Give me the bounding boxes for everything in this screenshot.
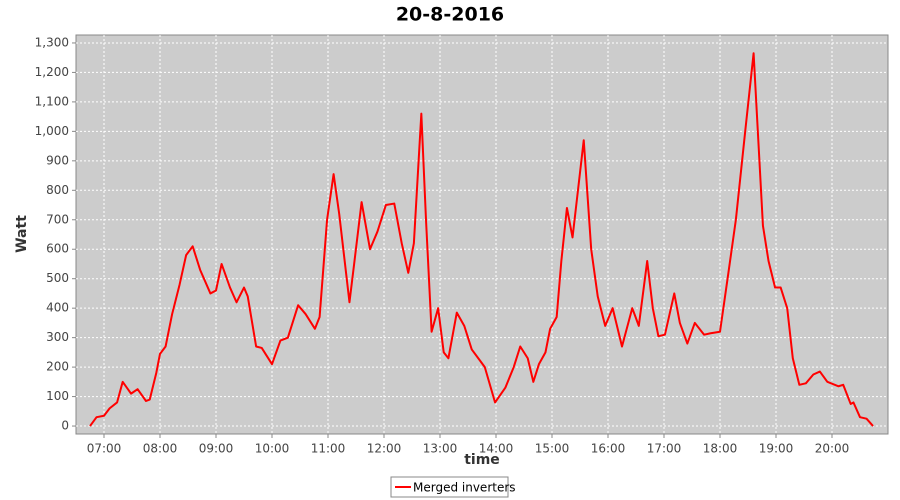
x-tick-label: 15:00 [535, 442, 570, 456]
y-tick-label: 200 [46, 360, 69, 374]
x-tick-label: 10:00 [255, 442, 290, 456]
y-axis-label: Watt [14, 215, 30, 253]
x-tick-label: 17:00 [647, 442, 682, 456]
x-tick-label: 12:00 [367, 442, 402, 456]
y-tick-label: 1,300 [35, 35, 69, 49]
x-tick-label: 11:00 [311, 442, 346, 456]
y-tick-label: 1,100 [35, 94, 69, 108]
y-tick-label: 1,200 [35, 65, 69, 79]
x-axis-label: time [464, 452, 500, 468]
plot-area [75, 34, 889, 435]
x-tick-label: 16:00 [591, 442, 626, 456]
y-tick-label: 100 [46, 389, 69, 403]
x-tick-label: 07:00 [87, 442, 122, 456]
y-tick-label: 900 [46, 153, 69, 167]
y-tick-label: 800 [46, 183, 69, 197]
y-tick-label: 600 [46, 242, 69, 256]
y-tick-label: 0 [61, 419, 69, 433]
chart-title: 20-8-2016 [396, 4, 504, 26]
y-tick-label: 500 [46, 271, 69, 285]
legend-label: Merged inverters [413, 481, 516, 495]
x-tick-label: 08:00 [143, 442, 178, 456]
y-tick-label: 400 [46, 301, 69, 315]
x-tick-label: 09:00 [199, 442, 234, 456]
x-tick-label: 13:00 [423, 442, 458, 456]
x-tick-label: 19:00 [759, 442, 794, 456]
legend-box [390, 476, 509, 498]
line [89, 52, 874, 427]
y-tick-label: 1,000 [35, 124, 69, 138]
x-tick-label: 18:00 [703, 442, 738, 456]
y-tick-label: 300 [46, 330, 69, 344]
x-tick-label: 14:00 [479, 442, 514, 456]
x-tick-label: 20:00 [815, 442, 850, 456]
y-tick-label: 700 [46, 212, 69, 226]
